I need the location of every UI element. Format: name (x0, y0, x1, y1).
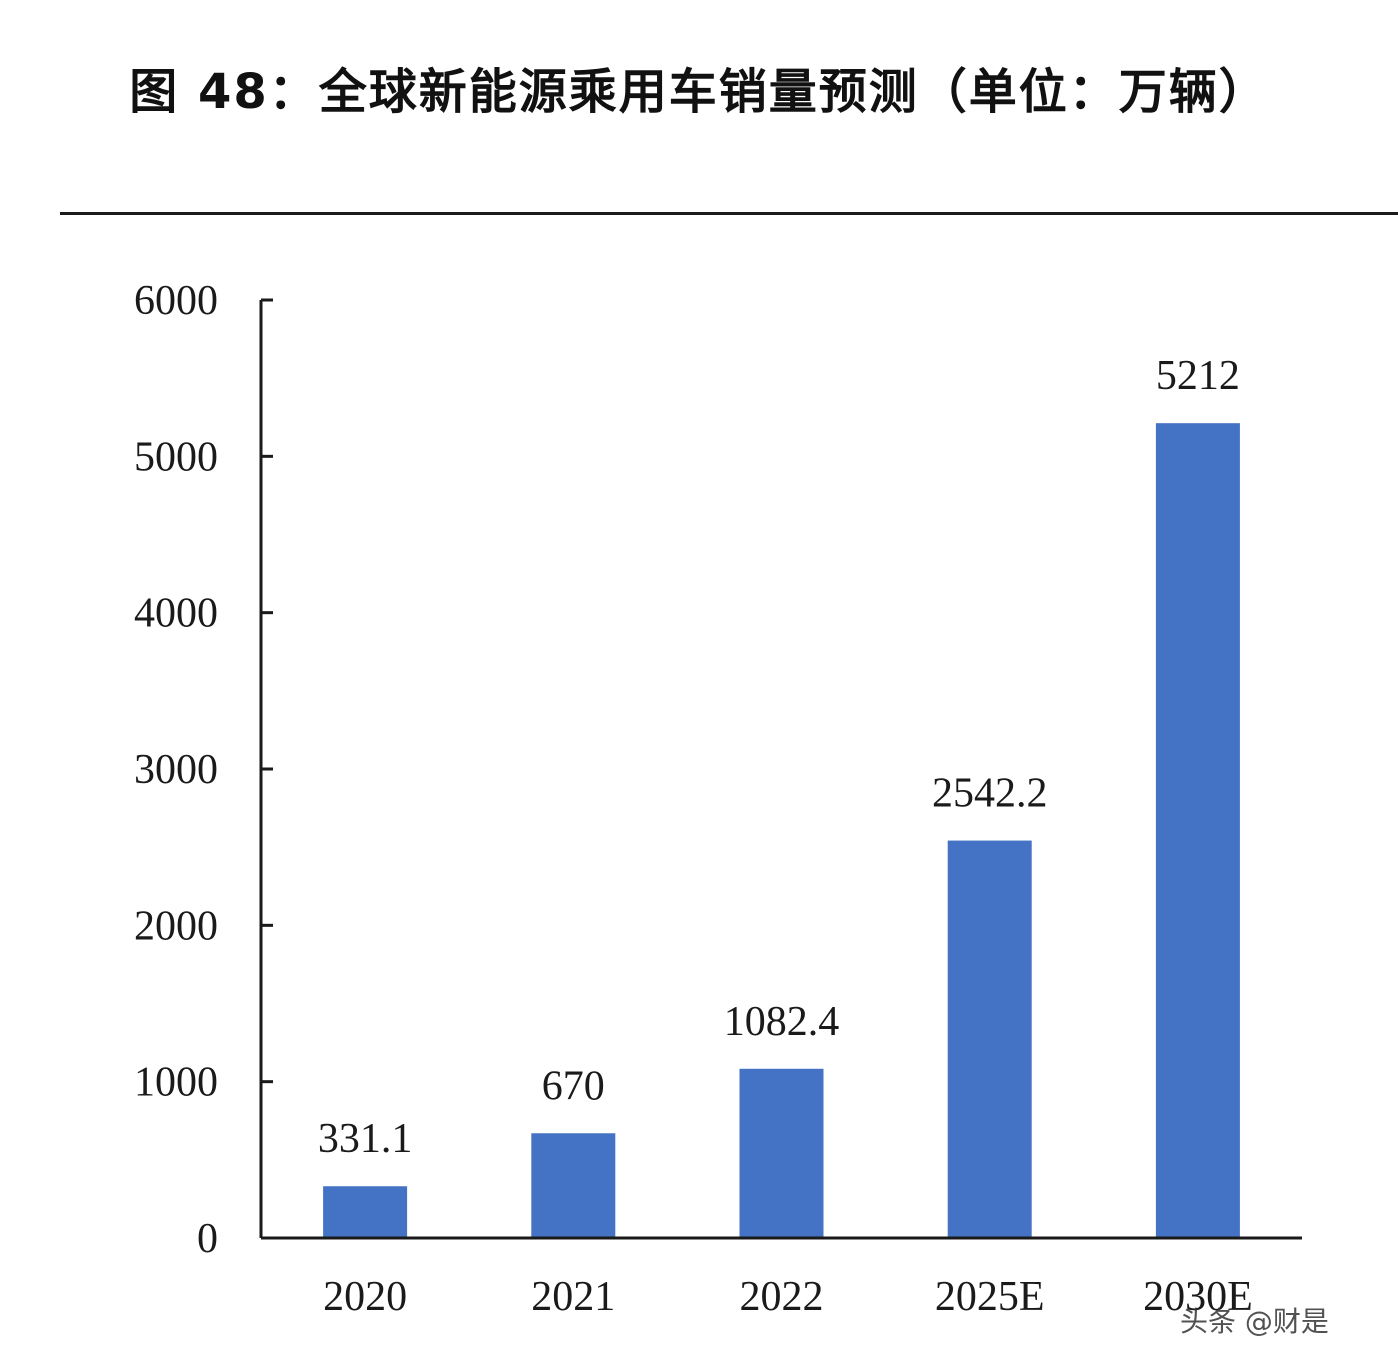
x-category-label: 2022 (740, 1274, 824, 1320)
title-divider (60, 212, 1398, 215)
x-category-label: 2021 (531, 1274, 615, 1320)
watermark: 头条 @财是 (1180, 1305, 1329, 1338)
data-label: 331.1 (318, 1116, 413, 1162)
y-tick-label: 3000 (134, 747, 218, 793)
y-tick-label: 1000 (134, 1060, 218, 1106)
x-category-label: 2025E (935, 1274, 1045, 1320)
y-tick-label: 6000 (134, 278, 218, 324)
bar-2030E (1155, 423, 1240, 1238)
data-label: 5212 (1156, 353, 1240, 399)
y-tick-label: 2000 (134, 903, 218, 949)
bar-2022 (739, 1068, 824, 1238)
bar-2020 (323, 1186, 408, 1238)
chart-title: 图 48：全球新能源乘用车销量预测（单位：万辆） (129, 64, 1269, 120)
data-label: 2542.2 (932, 771, 1048, 817)
y-tick-label: 4000 (134, 591, 218, 637)
data-label: 1082.4 (724, 999, 840, 1045)
x-category-label: 2030E (1143, 1274, 1253, 1320)
bar-2025E (947, 840, 1032, 1238)
data-label: 670 (542, 1063, 605, 1109)
bar-2021 (531, 1133, 616, 1238)
x-category-label: 2020 (323, 1274, 407, 1320)
y-tick-label: 5000 (134, 434, 218, 480)
y-tick-label: 0 (197, 1216, 218, 1262)
